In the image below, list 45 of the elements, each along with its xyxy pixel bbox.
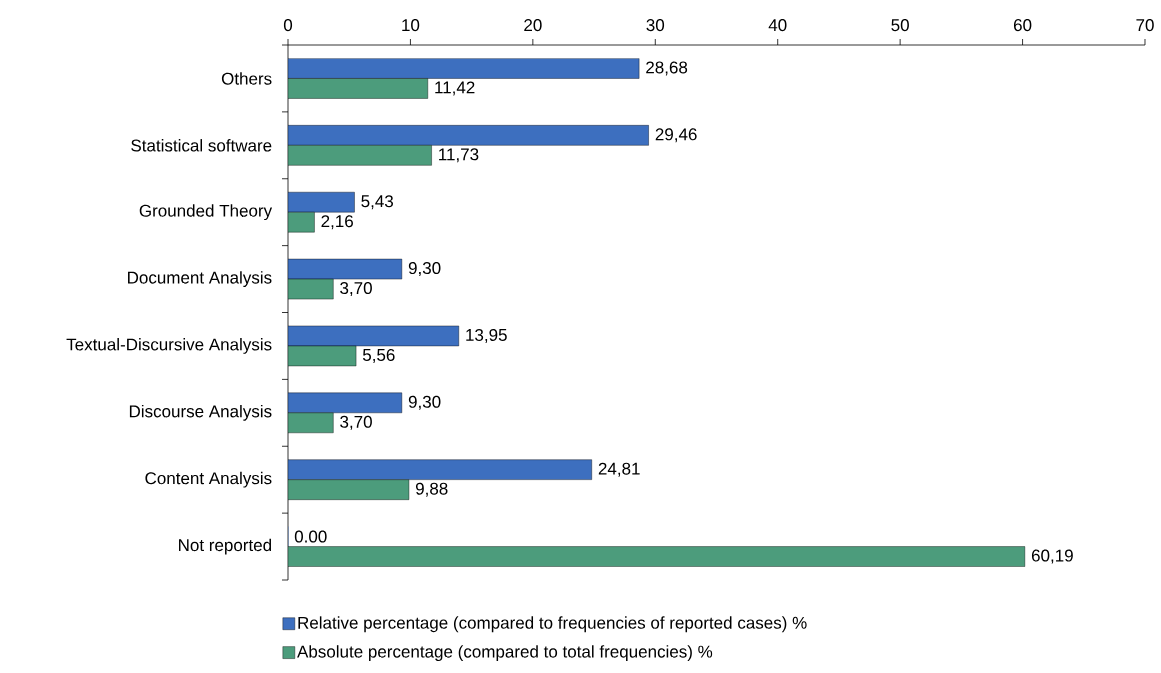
y-tick-label: Not reported bbox=[179, 538, 272, 555]
data-label: 28,68 bbox=[646, 61, 688, 76]
data-label: 13,95 bbox=[466, 328, 507, 343]
y-tick-label: Document Analysis bbox=[128, 271, 272, 287]
bar bbox=[288, 211, 315, 233]
data-label: 9,88 bbox=[415, 482, 448, 497]
data-label: 11,73 bbox=[439, 148, 479, 163]
bar bbox=[288, 392, 403, 414]
x-tick-label: 40 bbox=[768, 19, 787, 32]
legend-label: Absolute percentage (compared to total frequencies) % bbox=[297, 645, 713, 662]
data-label: 9,30 bbox=[408, 262, 441, 277]
data-label: 11,42 bbox=[435, 81, 475, 96]
data-label: 60,19 bbox=[1031, 549, 1073, 564]
bar bbox=[288, 479, 410, 500]
bar bbox=[288, 459, 592, 480]
bar bbox=[288, 125, 649, 146]
y-tick-label: Discourse Analysis bbox=[129, 404, 272, 421]
y-tick-label: Textual-Discursive Analysis bbox=[66, 338, 272, 354]
legend-label: Relative percentage (compared to frequencies of reported cases) % bbox=[298, 616, 807, 633]
x-tick-label: 30 bbox=[646, 19, 665, 32]
x-tick-label: 0 bbox=[283, 19, 293, 32]
y-tick-label: Statistical software bbox=[131, 139, 272, 152]
x-tick-label: 70 bbox=[1136, 19, 1154, 32]
data-label: 3,70 bbox=[340, 415, 372, 430]
data-label: 2,16 bbox=[321, 215, 353, 230]
data-label: 3,70 bbox=[340, 282, 372, 297]
data-label: 29,46 bbox=[655, 128, 697, 143]
x-tick-label: 60 bbox=[1013, 19, 1032, 32]
bar bbox=[288, 145, 432, 166]
bar bbox=[288, 412, 334, 434]
bar bbox=[288, 546, 1026, 567]
y-tick-label: Grounded Theory bbox=[139, 204, 273, 221]
data-label: 24,81 bbox=[598, 462, 640, 477]
data-label: 5,43 bbox=[361, 195, 394, 210]
bar bbox=[288, 78, 429, 99]
x-tick-label: 50 bbox=[891, 19, 909, 32]
x-tick-label: 10 bbox=[402, 19, 420, 32]
data-label: 0.00 bbox=[294, 530, 327, 543]
y-tick-label: Others bbox=[221, 72, 272, 85]
bar bbox=[288, 58, 640, 79]
x-tick-label: 20 bbox=[524, 19, 542, 32]
bar bbox=[288, 191, 355, 213]
data-label: 5,56 bbox=[362, 348, 395, 363]
y-tick-label: Content Analysis bbox=[145, 471, 272, 488]
data-label: 9,30 bbox=[408, 395, 441, 410]
